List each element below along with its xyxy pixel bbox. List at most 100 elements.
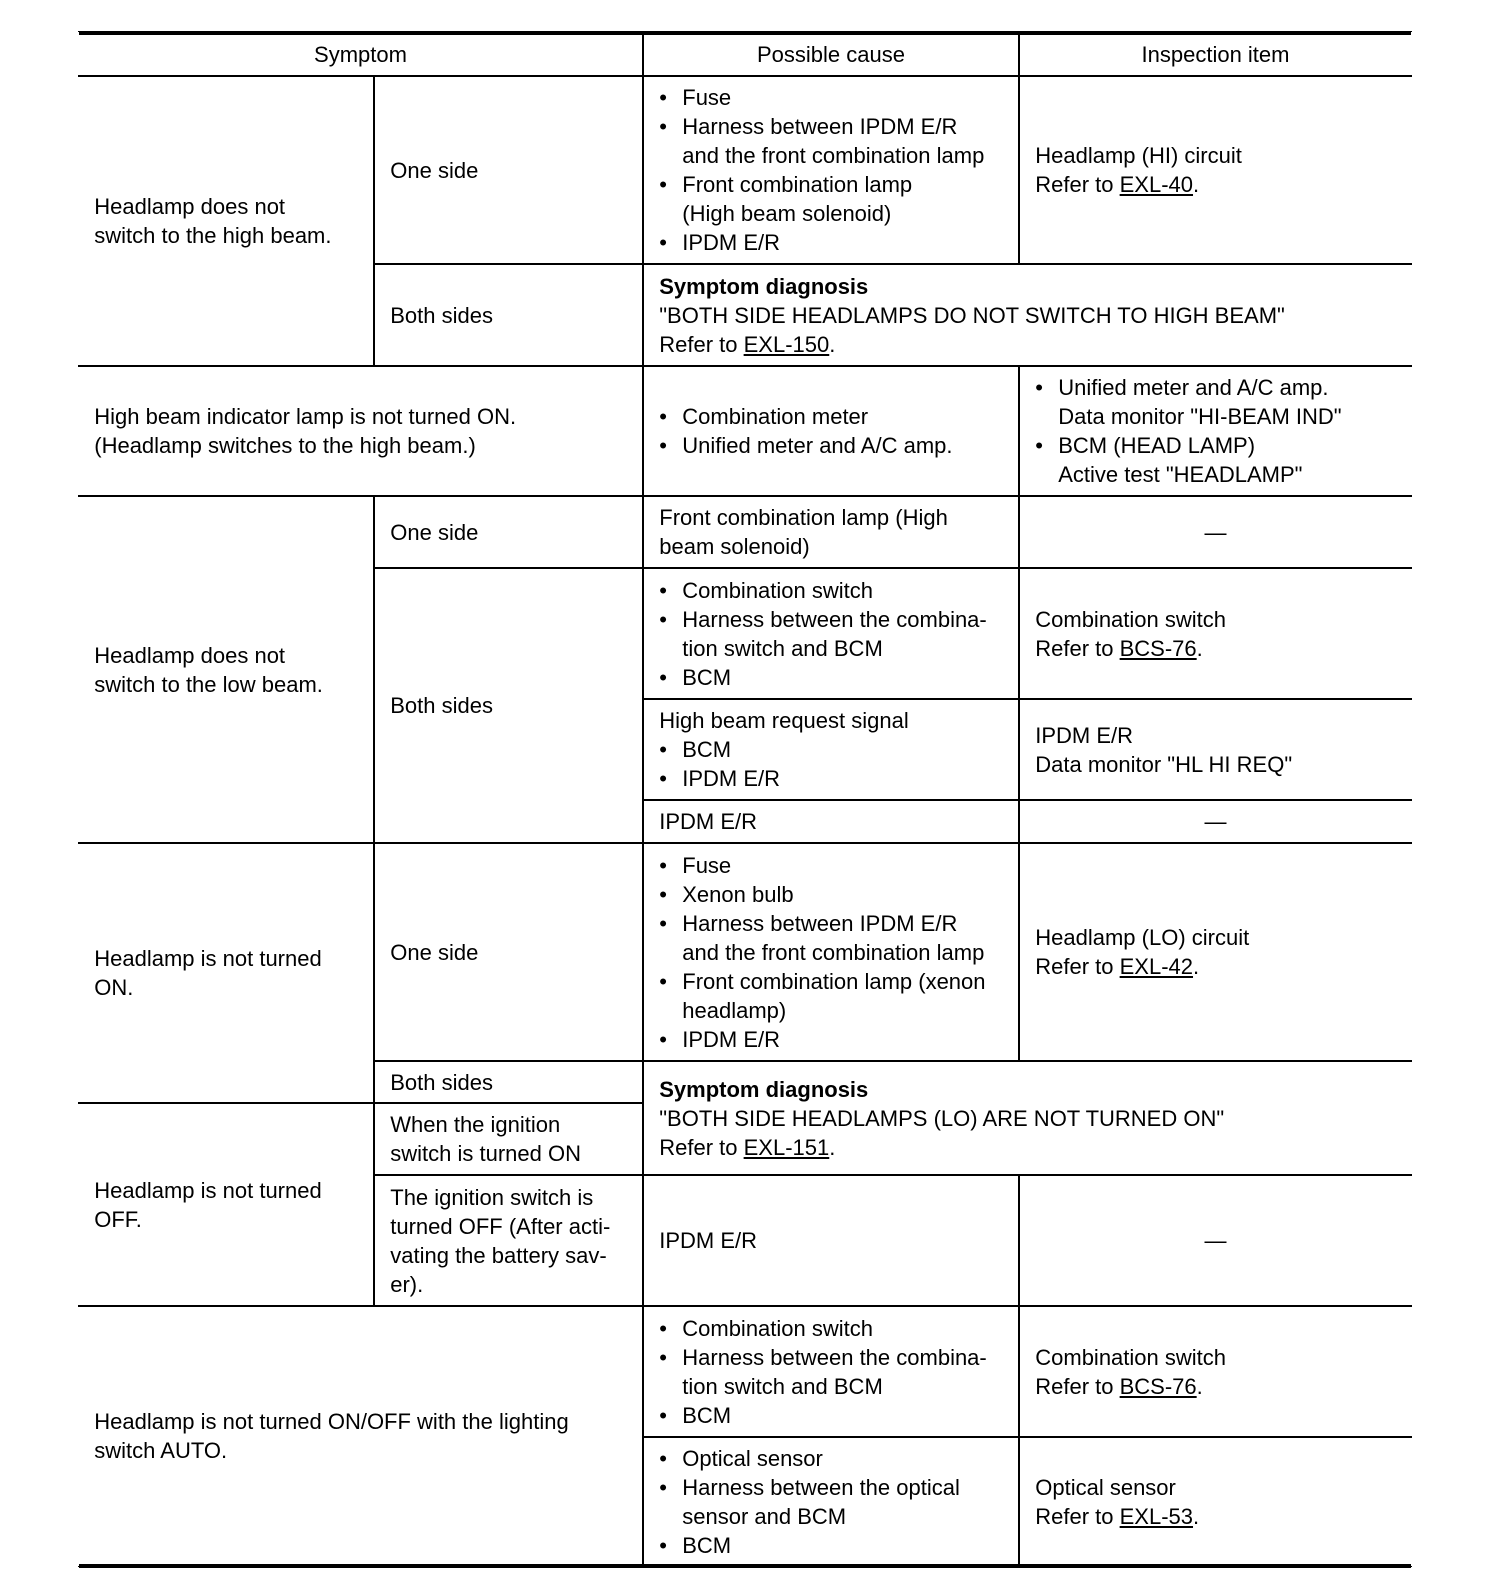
column-header: Possible cause (757, 41, 905, 67)
bullet-item: • Fuse (659, 83, 1009, 112)
bullet-item: • BCM (HEAD LAMP) Active test "HEADLAMP" (1035, 431, 1402, 489)
bullet-text: BCM (682, 737, 732, 762)
bullet-text: Fuse (682, 85, 732, 110)
bullet-icon: • (659, 1474, 667, 1500)
bullet-icon: • (659, 1532, 667, 1558)
cell-i-on-one: Headlamp (LO) circuit Refer to EXL-42. (1018, 842, 1412, 1062)
bullet-item: • Harness between the optical sensor and … (659, 1473, 1009, 1531)
cell-i-low-both3: — (1018, 799, 1412, 844)
cell-i-low-both2: IPDM E/R Data monitor "HL HI REQ" (1018, 698, 1412, 801)
bullet-icon: • (1035, 433, 1043, 458)
cell-text: Headlamp does not switch to the high bea… (94, 194, 332, 248)
cell-text: The ignition switch is turned OFF (After… (390, 1184, 611, 1297)
bullet-text: BCM (682, 1402, 732, 1428)
bullet-item: • BCM (659, 1531, 1009, 1560)
cell-c-off: IPDM E/R (642, 1174, 1020, 1307)
bullet-item: • BCM (659, 663, 1009, 692)
bullet-item: • IPDM E/R (659, 764, 1009, 793)
bullet-text: Unified meter and A/C amp. Data monitor … (1058, 375, 1342, 429)
cell-c-on-one: • Fuse • Xenon bulb • Harness between IPDM E/… (642, 842, 1020, 1062)
cell-c-high-one: • Fuse • Harness between IPDM E/R and the f… (642, 75, 1020, 265)
bullet-icon: • (1035, 375, 1043, 400)
cell-text: Both sides (390, 693, 493, 718)
bullet-text: BCM (HEAD LAMP) Active test "HEADLAMP" (1058, 433, 1303, 487)
cell-text: Both sides (390, 302, 493, 328)
cell-c-low-both3: IPDM E/R (642, 799, 1020, 844)
bullet-item: • Combination switch (659, 1314, 1009, 1343)
column-header: Inspection item (1141, 41, 1290, 67)
reference-suffix: . (1193, 1503, 1200, 1529)
cell-s-high-both: Both sides (373, 263, 644, 367)
cell-s-low: Headlamp does not switch to the low beam… (78, 495, 375, 844)
bullet-text: Front combination lamp (High beam soleno… (682, 172, 913, 226)
cell-s-low-both: Both sides (373, 567, 644, 844)
cell-text: Headlamp (HI) circuit (1035, 143, 1242, 168)
cell-text: — (1204, 519, 1227, 545)
cell-text: One side (390, 519, 479, 545)
cell-i-ind: • Unified meter and A/C amp. Data monitor… (1018, 365, 1412, 497)
reference-link[interactable]: EXL-53 (1119, 1503, 1194, 1529)
cell-c-auto1: • Combination switch • Harness between the … (642, 1305, 1020, 1438)
bullet-item: • Unified meter and A/C amp. (659, 431, 1009, 460)
cell-s-low-one: One side (373, 495, 644, 569)
bullet-text: Harness between IPDM E/R and the front c… (682, 114, 985, 168)
cell-text: IPDM E/R (659, 1228, 758, 1253)
cell-c-ind: • Combination meter • Unified meter and A/C… (642, 365, 1020, 497)
cell-d-high-both: Symptom diagnosis "BOTH SIDE HEADLAMPS D… (642, 263, 1412, 367)
cell-i-low-one: — (1018, 495, 1412, 569)
cell-text: One side (390, 939, 479, 965)
cell-hdr-inspection: Inspection item (1018, 31, 1412, 77)
bullet-item: • Front combination lamp (xenon headlamp) (659, 967, 1009, 1025)
bullet-item: • Combination meter (659, 402, 1009, 431)
reference-link[interactable]: BCS-76 (1119, 635, 1197, 661)
cell-i-off: — (1018, 1174, 1412, 1307)
cell-s-ind: High beam indicator lamp is not turned O… (78, 365, 644, 497)
bullet-icon: • (659, 114, 667, 139)
reference-link[interactable]: EXL-40 (1119, 172, 1194, 197)
bullet-icon: • (659, 1315, 667, 1341)
reference: Refer to BCS-76. (1035, 634, 1402, 663)
reference: Refer to BCS-76. (1035, 1372, 1402, 1401)
reference-suffix: . (1193, 172, 1200, 197)
cell-text: Headlamp is not turned OFF. (94, 1177, 322, 1232)
reference: Refer to EXL-40. (1035, 170, 1402, 199)
cell-text: Headlamp is not turned ON/OFF with the l… (94, 1409, 569, 1463)
bullet-item: • IPDM E/R (659, 1025, 1009, 1054)
cell-s-off-ign: When the ignition switch is turned ON (373, 1102, 644, 1176)
table-bottom-rule (79, 1564, 1411, 1568)
reference: Refer to EXL-150. (659, 330, 1402, 359)
bullet-icon: • (659, 172, 667, 197)
bullet-text: Harness between IPDM E/R and the front c… (682, 910, 985, 965)
bullet-icon: • (659, 433, 667, 458)
bullet-text: Harness between the combina- tion switch… (682, 1344, 987, 1399)
bullet-icon: • (659, 737, 667, 762)
bullet-icon: • (659, 1026, 667, 1052)
reference: Refer to EXL-53. (1035, 1502, 1402, 1531)
reference-link[interactable]: BCS-76 (1119, 1373, 1197, 1399)
cell-text: — (1204, 809, 1227, 834)
reference-link[interactable]: EXL-42 (1119, 954, 1194, 979)
cell-c-low-both2: High beam request signal • BCM • IPDM E/R (642, 698, 1020, 801)
cell-s-on-one: One side (373, 842, 644, 1062)
cell-i-auto2: Optical sensor Refer to EXL-53. (1018, 1436, 1412, 1567)
reference-link[interactable]: EXL-150 (743, 331, 830, 357)
bullet-icon: • (659, 577, 667, 603)
reference-link[interactable]: EXL-151 (743, 1134, 830, 1160)
bullet-text: Harness between the combina- tion switch… (682, 606, 987, 661)
cell-text: Optical sensor (1035, 1474, 1176, 1500)
cell-text: IPDM E/R Data monitor "HL HI REQ" (1035, 722, 1293, 777)
table-top-rule (79, 31, 1411, 35)
cell-text: IPDM E/R (659, 809, 758, 834)
bullet-text: IPDM E/R (682, 230, 781, 255)
bullet-icon: • (659, 766, 667, 791)
cell-d-on-both: Symptom diagnosis "BOTH SIDE HEADLAMPS (L… (642, 1060, 1412, 1176)
bullet-text: Front combination lamp (xenon headlamp) (682, 968, 986, 1023)
cell-text: Front combination lamp (High beam soleno… (659, 505, 948, 559)
cell-s-auto: Headlamp is not turned ON/OFF with the l… (78, 1305, 644, 1567)
column-header: Symptom (314, 41, 407, 67)
bullet-text: Combination switch (682, 1315, 873, 1341)
cell-text: Combination switch (1035, 1344, 1226, 1370)
bullet-item: • Unified meter and A/C amp. Data monitor… (1035, 373, 1402, 431)
cell-s-off: Headlamp is not turned OFF. (78, 1102, 375, 1307)
diagnosis-heading: Symptom diagnosis (659, 273, 869, 299)
